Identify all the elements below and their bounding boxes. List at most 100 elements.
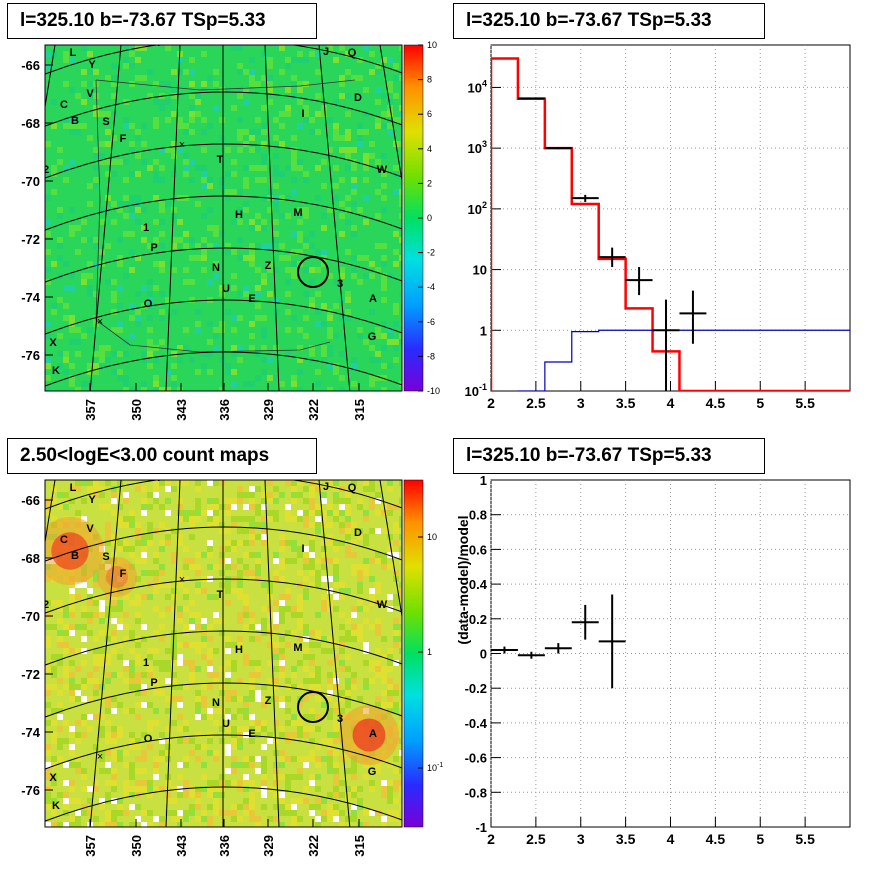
map-pixel xyxy=(279,381,285,387)
map-pixel xyxy=(171,69,177,75)
map-pixel xyxy=(291,177,297,183)
map-pixel xyxy=(129,303,135,309)
map-pixel xyxy=(285,720,291,726)
map-pixel xyxy=(87,492,93,498)
map-pixel xyxy=(243,381,249,387)
map-pixel xyxy=(279,774,285,780)
map-pixel xyxy=(105,612,111,618)
longitude-gridline xyxy=(165,480,181,827)
map-pixel xyxy=(213,708,219,714)
map-pixel xyxy=(147,672,153,678)
map-pixel xyxy=(153,786,159,792)
map-pixel xyxy=(51,123,57,129)
source-label: T xyxy=(217,589,224,601)
map-pixel xyxy=(57,630,63,636)
y-tick-label: -66 xyxy=(21,493,40,508)
map-pixel xyxy=(93,69,99,75)
source-label: C xyxy=(60,99,68,111)
map-pixel xyxy=(237,816,243,822)
map-pixel xyxy=(393,786,399,792)
map-pixel xyxy=(261,618,267,624)
longitude-gridline xyxy=(165,45,181,391)
map-pixel xyxy=(231,105,237,111)
map-pixel xyxy=(363,510,369,516)
map-pixel xyxy=(177,147,183,153)
map-pixel xyxy=(243,774,249,780)
map-pixel xyxy=(309,243,315,249)
map-pixel xyxy=(297,87,303,93)
map-pixel xyxy=(225,546,231,552)
map-pixel xyxy=(141,732,147,738)
map-pixel xyxy=(93,111,99,117)
map-pixel xyxy=(45,267,51,273)
map-pixel xyxy=(165,648,171,654)
map-pixel xyxy=(153,528,159,534)
map-pixel xyxy=(75,666,81,672)
map-pixel xyxy=(219,87,225,93)
map-pixel xyxy=(153,492,159,498)
x-tick-label: 4.5 xyxy=(706,831,726,847)
map-pixel xyxy=(261,582,267,588)
map-pixel xyxy=(339,780,345,786)
map-pixel xyxy=(249,618,255,624)
map-pixel xyxy=(315,129,321,135)
map-pixel xyxy=(297,660,303,666)
x-tick-label: 350 xyxy=(129,835,144,857)
map-pixel xyxy=(171,213,177,219)
map-pixel xyxy=(93,582,99,588)
map-pixel xyxy=(375,117,381,123)
map-pixel xyxy=(255,558,261,564)
map-pixel xyxy=(249,345,255,351)
map-pixel xyxy=(183,165,189,171)
map-pixel xyxy=(315,510,321,516)
map-pixel xyxy=(381,297,387,303)
map-pixel xyxy=(333,516,339,522)
map-pixel xyxy=(345,666,351,672)
map-pixel xyxy=(63,792,69,798)
map-pixel xyxy=(135,672,141,678)
map-pixel xyxy=(141,351,147,357)
map-pixel xyxy=(339,588,345,594)
map-pixel xyxy=(177,696,183,702)
map-pixel xyxy=(225,558,231,564)
map-pixel xyxy=(225,87,231,93)
map-pixel xyxy=(387,480,393,486)
map-pixel xyxy=(183,153,189,159)
map-pixel xyxy=(129,672,135,678)
map-pixel xyxy=(315,786,321,792)
map-pixel xyxy=(327,732,333,738)
map-pixel xyxy=(321,261,327,267)
map-pixel xyxy=(291,714,297,720)
map-pixel xyxy=(345,69,351,75)
map-pixel xyxy=(213,327,219,333)
map-pixel xyxy=(351,678,357,684)
map-pixel xyxy=(147,810,153,816)
map-pixel xyxy=(321,756,327,762)
map-pixel xyxy=(243,87,249,93)
map-pixel xyxy=(261,702,267,708)
map-pixel xyxy=(219,117,225,123)
map-pixel xyxy=(303,558,309,564)
map-pixel xyxy=(255,726,261,732)
map-pixel xyxy=(189,129,195,135)
map-pixel xyxy=(69,486,75,492)
map-pixel xyxy=(333,738,339,744)
map-pixel xyxy=(189,279,195,285)
map-pixel xyxy=(369,528,375,534)
map-pixel xyxy=(309,684,315,690)
map-pixel xyxy=(387,708,393,714)
map-pixel xyxy=(57,363,63,369)
map-pixel xyxy=(63,351,69,357)
map-pixel xyxy=(219,552,225,558)
map-pixel xyxy=(87,810,93,816)
map-pixel xyxy=(231,714,237,720)
map-pixel xyxy=(375,492,381,498)
x-tick-label: 5 xyxy=(756,395,764,411)
map-pixel xyxy=(273,558,279,564)
map-pixel xyxy=(183,588,189,594)
map-pixel xyxy=(153,678,159,684)
map-pixel xyxy=(225,636,231,642)
map-pixel xyxy=(393,231,399,237)
map-pixel xyxy=(165,99,171,105)
map-pixel xyxy=(177,582,183,588)
